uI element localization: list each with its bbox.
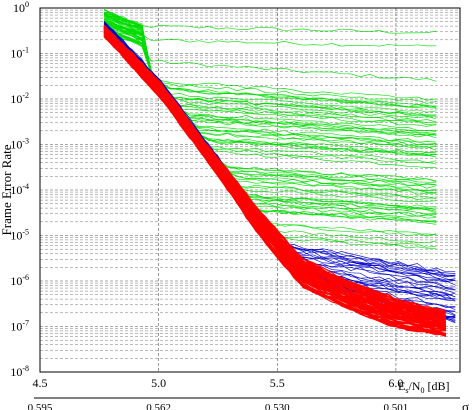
- y-tick-label: 10-7: [10, 319, 29, 334]
- red-series-line: [103, 29, 446, 325]
- green-series-line: [103, 14, 437, 116]
- red-series-line: [103, 29, 446, 325]
- green-series-line: [103, 17, 437, 215]
- green-series-line: [104, 17, 437, 34]
- green-series-line: [104, 13, 437, 222]
- blue-series-line: [103, 27, 456, 319]
- red-series-line: [103, 25, 447, 318]
- red-series-line: [103, 29, 446, 320]
- green-series-line: [103, 22, 437, 214]
- plot-area-border: [39, 7, 461, 373]
- red-series-line: [103, 27, 446, 322]
- secondary-x-tick-label: 0.562: [146, 402, 171, 410]
- x-tick-label: 5.5: [270, 376, 285, 390]
- red-series-line: [103, 27, 447, 319]
- red-series-line: [103, 25, 447, 318]
- x-axis-label-main: E: [398, 379, 405, 393]
- x-tick-label: 4.5: [33, 376, 48, 390]
- red-series-line: [103, 29, 446, 318]
- green-series-line: [104, 12, 437, 117]
- x-axis-label-mid: /N: [408, 379, 420, 393]
- green-series-line: [103, 9, 437, 250]
- x-tick-label: 5.0: [151, 376, 166, 390]
- red-series-line: [103, 26, 447, 322]
- x-axis-label: Es/N0 [dB]: [398, 379, 449, 395]
- secondary-x-axis-label: σ: [462, 399, 469, 410]
- green-series-line: [103, 20, 437, 107]
- red-series-line: [103, 25, 446, 318]
- red-series-line: [103, 30, 447, 324]
- red-series-line: [103, 35, 446, 335]
- green-series-line: [104, 22, 437, 192]
- red-series-line: [103, 26, 446, 317]
- red-series-line: [103, 26, 447, 316]
- green-series-line: [103, 17, 437, 108]
- red-series-line: [103, 29, 446, 325]
- green-series-line: [103, 23, 437, 82]
- y-tick-label: 100: [13, 0, 29, 15]
- y-tick-label: 10-1: [10, 46, 29, 61]
- red-series-line: [103, 29, 446, 325]
- green-series-line: [103, 19, 437, 47]
- x-tick-label: 6.0: [388, 376, 403, 390]
- red-series-line: [103, 29, 447, 325]
- green-series-line: [103, 22, 437, 192]
- x-axis-label-sub2: 0: [420, 386, 424, 395]
- data-series: [103, 8, 456, 337]
- x-axis-label-sub1: s: [405, 386, 408, 395]
- secondary-x-tick-label: 0.501: [384, 402, 409, 410]
- secondary-x-tick-label: 0.595: [28, 402, 53, 410]
- y-tick-label: 10-8: [10, 364, 29, 379]
- y-axis-label: Frame Error Rate: [0, 144, 14, 235]
- red-series-line: [103, 31, 446, 330]
- green-series-line: [103, 18, 437, 123]
- red-series-line: [103, 30, 446, 324]
- secondary-x-tick-label: 0.530: [265, 402, 290, 410]
- red-series-line: [103, 36, 446, 337]
- red-series-line: [103, 27, 446, 321]
- red-series-line: [103, 26, 446, 318]
- red-series-line: [103, 26, 447, 320]
- y-tick-label: 10-2: [10, 91, 29, 106]
- blue-series-line: [103, 21, 456, 317]
- red-series-line: [103, 26, 446, 314]
- x-axis-label-unit: [dB]: [424, 379, 449, 393]
- y-tick-label: 10-6: [10, 273, 29, 288]
